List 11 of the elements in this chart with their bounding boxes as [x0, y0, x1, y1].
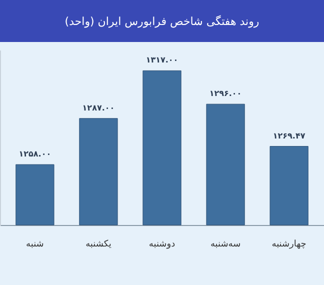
data-label: ۱۲۶۹.۴۷ — [272, 131, 306, 140]
x-tick-label: شنبه — [26, 240, 44, 250]
x-tick-label: چهارشنبه — [272, 240, 306, 250]
x-tick-label: سه‌شنبه — [210, 240, 241, 250]
data-label: ۱۲۵۸.۰۰ — [18, 150, 52, 159]
chart-title: روند هفتگی شاخص فرابورس ایران (واحد) — [0, 0, 324, 42]
data-label: ۱۳۱۷.۰۰ — [146, 56, 178, 65]
x-tick-label: دوشنبه — [148, 240, 176, 250]
data-label: ۱۲۹۶.۰۰ — [209, 89, 242, 98]
data-label: ۱۲۸۷.۰۰ — [82, 103, 115, 112]
x-tick-label: یکشنبه — [86, 240, 112, 250]
